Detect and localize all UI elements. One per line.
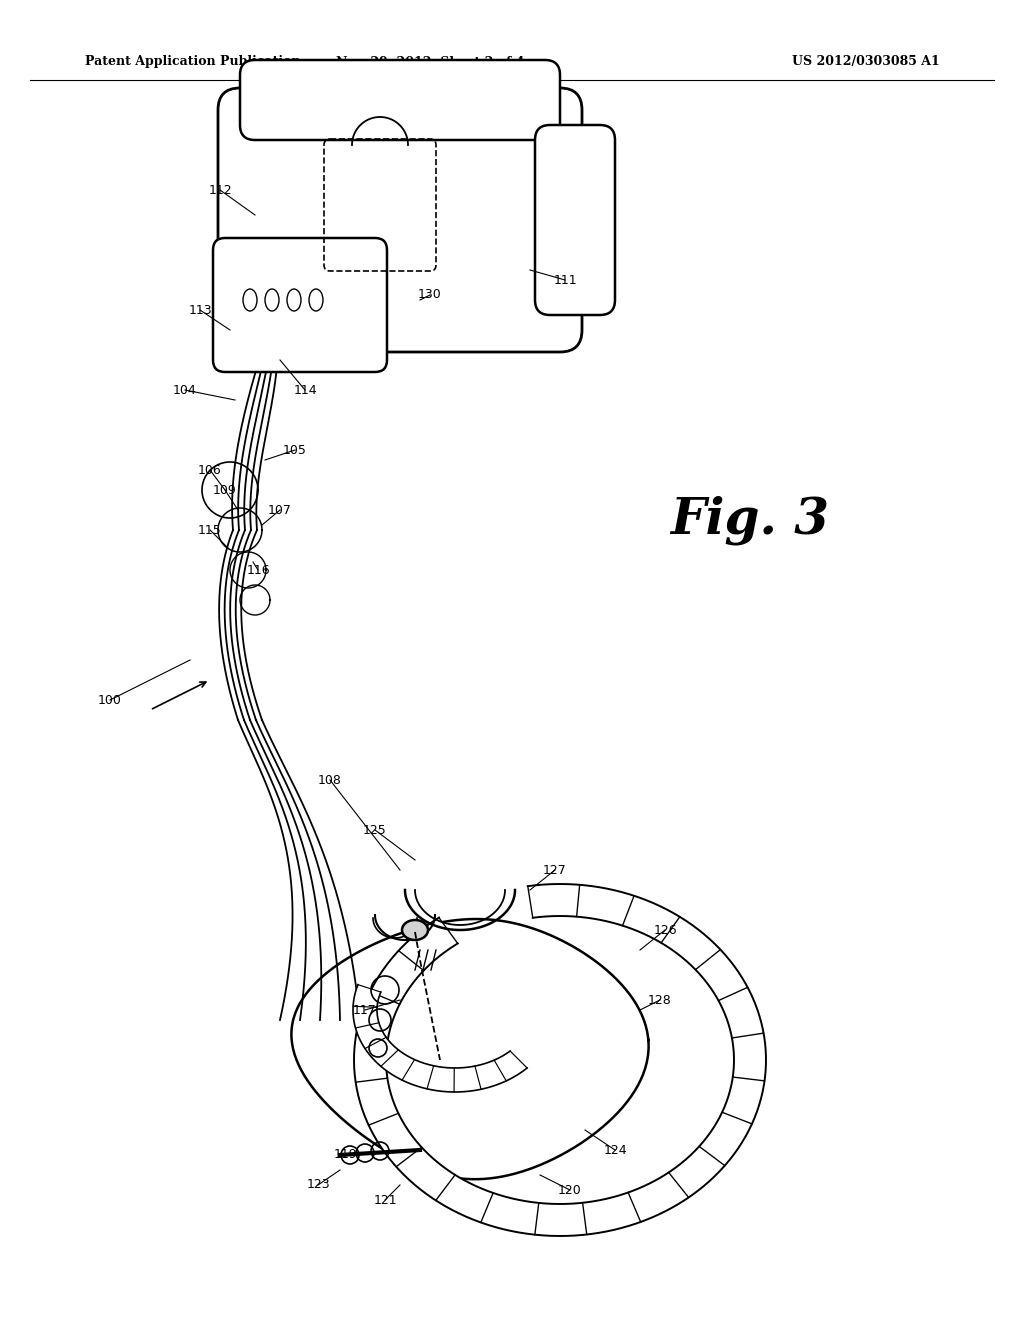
Polygon shape [292, 919, 648, 1179]
Text: 127: 127 [543, 863, 567, 876]
Text: 119: 119 [333, 1148, 356, 1162]
Ellipse shape [243, 289, 257, 312]
Text: 115: 115 [198, 524, 222, 536]
Text: 123: 123 [306, 1179, 330, 1192]
Text: 100: 100 [98, 693, 122, 706]
FancyBboxPatch shape [535, 125, 615, 315]
Text: Nov. 29, 2012  Sheet 2 of 4: Nov. 29, 2012 Sheet 2 of 4 [336, 55, 524, 69]
Text: 114: 114 [293, 384, 316, 396]
Ellipse shape [265, 289, 279, 312]
Text: 117: 117 [353, 1003, 377, 1016]
Ellipse shape [309, 289, 323, 312]
Text: 111: 111 [553, 273, 577, 286]
Text: 105: 105 [283, 444, 307, 457]
Text: 128: 128 [648, 994, 672, 1006]
Text: 109: 109 [213, 483, 237, 496]
Ellipse shape [287, 289, 301, 312]
Text: Fig. 3: Fig. 3 [670, 495, 829, 545]
Text: 104: 104 [173, 384, 197, 396]
Text: 113: 113 [188, 304, 212, 317]
Text: 120: 120 [558, 1184, 582, 1196]
Ellipse shape [402, 920, 428, 940]
Text: 125: 125 [364, 824, 387, 837]
Text: 126: 126 [653, 924, 677, 936]
FancyBboxPatch shape [240, 59, 560, 140]
Text: US 2012/0303085 A1: US 2012/0303085 A1 [793, 55, 940, 69]
FancyBboxPatch shape [213, 238, 387, 372]
Polygon shape [354, 884, 766, 1236]
Text: 121: 121 [373, 1193, 397, 1206]
Text: 108: 108 [318, 774, 342, 787]
Text: 130: 130 [418, 289, 442, 301]
Text: 124: 124 [603, 1143, 627, 1156]
Text: 106: 106 [198, 463, 222, 477]
Text: 116: 116 [246, 564, 269, 577]
Polygon shape [353, 985, 527, 1092]
Text: 107: 107 [268, 503, 292, 516]
FancyBboxPatch shape [218, 88, 582, 352]
Text: Patent Application Publication: Patent Application Publication [85, 55, 300, 69]
Text: 112: 112 [208, 183, 231, 197]
